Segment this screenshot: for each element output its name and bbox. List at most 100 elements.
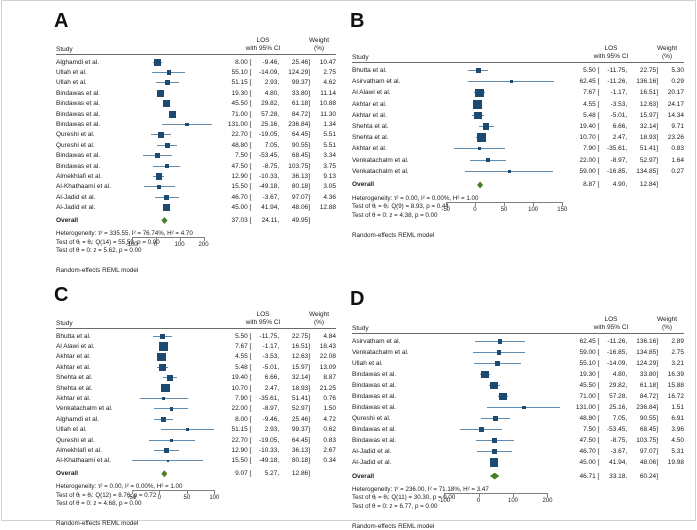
study-label: Ullah et al. <box>56 426 87 434</box>
z-test-text: Test of θ = 0: z = 5.62, p = 0.00 <box>56 247 142 255</box>
ci-low-text: -35.61 <box>258 395 278 403</box>
estimate-text: 62.45 <box>579 78 596 86</box>
forest-row: Shehta et al. 10.70 [2.47, 18.93] 23.26 <box>352 132 684 143</box>
stats-block: Heterogeneity: τ² = 0.00, I² = 0.00%, H²… <box>56 483 336 511</box>
weight-value: 23.26 <box>667 134 684 142</box>
plot-cell <box>128 445 216 455</box>
ci-low-text: 6.66 <box>612 123 626 131</box>
weight-value: 2.75 <box>671 349 684 356</box>
x-axis-line <box>131 490 215 492</box>
forest-row: Akhtar et al. 7.90 [-35.61, 51.41] 0.83 <box>352 143 684 154</box>
weight-value: 19.98 <box>667 459 684 466</box>
ci-high-text: 51.41 <box>291 395 309 403</box>
effect-value: 59.00 [-16.85, 134.85] <box>564 168 658 175</box>
plot-cell <box>128 215 216 226</box>
forest-row: Bindawas et al. 19.30 [4.80, 33.80] 16.39 <box>352 369 684 380</box>
x-axis-line <box>131 237 204 239</box>
ci-high-text: 12.86 <box>291 470 309 478</box>
ci-low-text: -19.05 <box>258 131 278 139</box>
weight-value: 2.67 <box>323 446 336 454</box>
forest-row: Alghamdi et al. 8.00 [-9.46, 25.46] 4.72 <box>56 414 336 424</box>
panel-label: D <box>350 288 365 310</box>
ci-low-text: -3.53 <box>610 100 626 108</box>
forest-row: Bindawas et al. 45.50 [29.82, 61.18] 10.88 <box>56 99 336 109</box>
estimate-text: 15.50 <box>231 183 248 191</box>
study-label: Al Alawi et al. <box>352 89 391 97</box>
ci-low-text: 4.80 <box>612 371 626 378</box>
weight-value: 3.96 <box>671 426 684 433</box>
effect-square <box>154 58 161 66</box>
weight-value: 16.39 <box>667 371 684 378</box>
overall-row: Overall 9.07 [5.27, 12.86] <box>56 468 336 479</box>
axis-tick-label: 150 <box>557 206 568 213</box>
ci-low-text: 24.11 <box>261 217 278 225</box>
effect-square <box>495 361 500 366</box>
study-label: Al-Khathaami et al. <box>56 183 111 191</box>
plot-cell <box>440 336 564 347</box>
ci-low-text: -16.85 <box>606 349 626 356</box>
weight-value: 5.51 <box>323 141 336 149</box>
panel-forest-plot-a: A Study LOS with 95% CI Weight (%) Alghamdi et… <box>54 10 336 274</box>
forest-row: Venkatachalm et al. 59.00 [-16.85, 134.85]… <box>352 347 684 358</box>
ci-high-text: 25.46 <box>291 58 309 66</box>
weight-header-line1: Weight <box>656 45 678 53</box>
effect-square <box>485 158 490 162</box>
ci-low-text: 25.16 <box>261 121 278 129</box>
effect-value: 71.00 [57.28, 84.72] <box>564 393 658 400</box>
axis-tick <box>186 490 188 494</box>
ci-low-text: 33.18 <box>609 472 626 480</box>
study-label: Al-Jadid et al. <box>352 448 392 455</box>
column-headers: Study LOS with 95% CI Weight (%) <box>352 316 684 334</box>
plot-cell <box>440 76 564 87</box>
effect-value: 7.50 [-53.45, 68.45] <box>564 426 658 433</box>
q-test-text: Test of θᵢ = θⱼ: Q(9) = 8.93, p = 0.44 <box>352 203 449 211</box>
ci-low-text: -11.26 <box>607 338 626 345</box>
study-label: Venkatachalm et al. <box>56 405 113 413</box>
weight-value: 15.88 <box>667 382 684 389</box>
effect-value: 22.70 [-19.05, 64.45] <box>216 131 310 138</box>
effect-value: 45.00 [41.94, 48.06] <box>564 459 658 466</box>
forest-row: Akhtar et al. 5.48 [-5.01, 15.97] 13.09 <box>56 362 336 372</box>
weight-value: 0.83 <box>671 145 684 153</box>
forest-row: Bindawas et al. 71.00 [57.28, 84.72] 11.30 <box>56 109 336 119</box>
ci-low-text: 2.47 <box>264 384 278 392</box>
estimate-text: 5.50 <box>235 332 248 340</box>
effect-value: 37.03 [24.11, 49.95] <box>216 217 310 224</box>
estimate-text: 22.00 <box>231 405 248 413</box>
estimate-text: 46.70 <box>579 448 596 455</box>
ci-high-text: 236.84 <box>288 121 309 129</box>
axis-tick <box>547 493 549 497</box>
forest-row: Bindawas et al. 7.50 [-53.45, 68.45] 3.34 <box>56 151 336 161</box>
estimate-text: 19.40 <box>231 374 248 382</box>
column-headers: Study LOS with 95% CI Weight (%) <box>352 45 684 63</box>
plot-cell <box>128 435 216 445</box>
ci-low-text: -9.46 <box>262 415 278 423</box>
z-test-text: Test of θ = 0: z = 6.77, p = 0.00 <box>352 502 438 510</box>
effect-value: 45.00 [41.94, 48.06] <box>216 204 310 211</box>
forest-row: Qureshi et al. 22.70 [-19.05, 64.45] 5.51 <box>56 130 336 140</box>
ci-high-text: 64.45 <box>291 131 309 139</box>
study-label: Venkatachalm et al. <box>352 167 409 175</box>
study-label: Akhtar et al. <box>56 395 91 403</box>
axis-tick <box>504 202 506 206</box>
effect-header-line2: with 95% CI <box>245 319 281 327</box>
axis-tick-label: 0 <box>473 206 477 213</box>
effect-square <box>481 370 490 379</box>
plot-cell <box>440 424 564 435</box>
axis-tick <box>131 490 133 494</box>
forest-row: Venkatachalm et al. 22.00 [-8.97, 52.97] 1.… <box>56 404 336 414</box>
study-label: Al-Khathaami et al. <box>56 457 111 465</box>
weight-value: 9.13 <box>323 172 336 180</box>
weight-value: 12.88 <box>319 204 336 212</box>
ci-high-text: 52.97 <box>639 156 657 164</box>
axis-tick <box>214 490 216 494</box>
weight-column-header: Weight (%) <box>650 316 684 332</box>
weight-header-line2: (%) <box>661 324 673 332</box>
estimate-text: 7.50 <box>583 426 596 433</box>
estimate-text: 15.50 <box>231 457 248 465</box>
plot-cell <box>440 457 564 468</box>
study-column-header: Study <box>352 325 369 332</box>
study-label: Shehta et al. <box>352 134 389 142</box>
plot-cell <box>440 99 564 110</box>
ci-high-text: 97.07 <box>639 448 657 455</box>
